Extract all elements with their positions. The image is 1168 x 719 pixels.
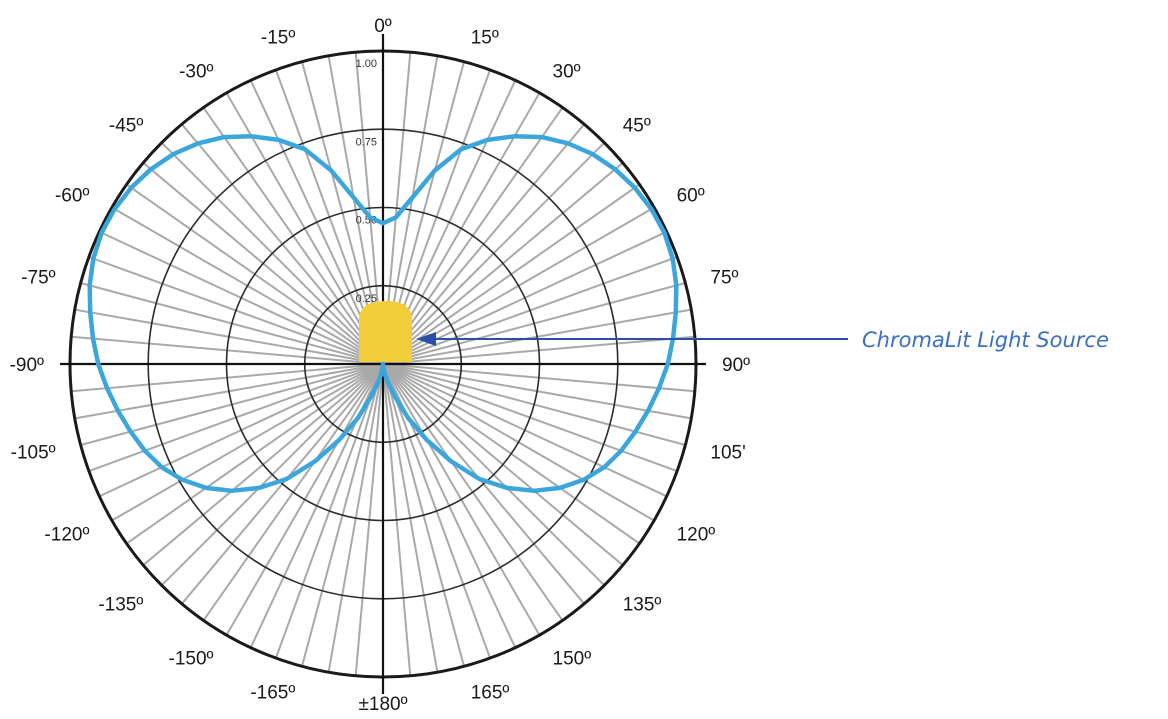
angle-tick-label: 135º [623,595,662,616]
angle-tick-label: -60º [55,186,89,207]
light-source-shape [359,301,412,362]
annotation-label: ChromaLit Light Source [862,328,1109,352]
angle-tick-label: 105' [710,443,745,464]
angle-tick-label: 75º [710,267,738,288]
angle-tick-label: 45º [623,115,651,136]
angle-tick-label: -135º [98,595,143,616]
intensity-curve [87,134,679,494]
angle-tick-label: 165º [471,682,510,703]
angle-tick-label: -75º [21,267,55,288]
radial-tick-label: 0.25 [356,293,377,305]
angle-tick-label: ±180º [358,694,407,715]
angle-tick-label: 120º [677,525,716,546]
angle-tick-label: 90º [722,355,750,376]
annotation-arrowhead [416,332,436,346]
radial-tick-label: 1.00 [356,58,377,70]
annotation: ChromaLit Light Source [416,328,1109,352]
angle-tick-label: -120º [44,525,89,546]
angle-tick-label: 150º [553,649,592,670]
light-source-icon [359,301,412,362]
angle-tick-label: 15º [471,28,499,49]
angle-tick-label: -30º [179,61,213,82]
angle-tick-label: -105º [11,443,56,464]
angle-tick-label: -90º [10,355,44,376]
series-line [87,134,679,494]
radial-tick-label: 0.75 [356,136,377,148]
angle-tick-label: -45º [109,115,143,136]
angle-tick-label: 60º [677,186,705,207]
angle-tick-label: -15º [261,28,295,49]
angle-tick-label: -165º [250,682,295,703]
angle-tick-label: 30º [553,61,581,82]
angle-tick-labels: 0º 15º 30º 45º 60º 75º 90º 105' 120º 135º 150º 165º… [10,16,751,715]
angle-tick-label: -150º [169,649,214,670]
angle-tick-label: 0º [374,16,392,37]
